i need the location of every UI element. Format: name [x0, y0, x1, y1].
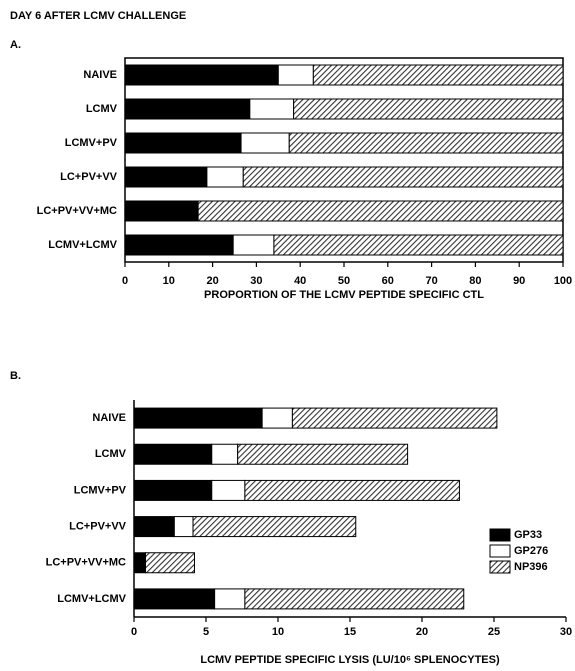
x-tick-label: 90: [513, 275, 525, 287]
x-tick-label: 20: [416, 626, 428, 638]
y-tick-label: LCMV: [95, 448, 127, 460]
x-tick-label: 25: [488, 626, 500, 638]
bar-segment: [273, 234, 564, 256]
legend-label: GP276: [514, 545, 548, 557]
bar-segment: [133, 588, 216, 610]
x-tick-label: 10: [272, 626, 284, 638]
bar-segment: [124, 166, 208, 188]
bar-segment: [173, 516, 194, 538]
x-tick-label: 5: [203, 626, 209, 638]
x-tick-label: 10: [163, 275, 175, 287]
x-tick-label: 20: [206, 275, 218, 287]
bar-segment: [133, 443, 213, 465]
y-tick-label: LC+PV+VV+MC: [37, 205, 117, 217]
bar-segment: [312, 64, 564, 86]
legend-swatch: [489, 544, 511, 558]
bar-segment: [211, 479, 246, 501]
x-axis-label: LCMV PEPTIDE SPECIFIC LYSIS (LU/10⁶ SPLE…: [200, 654, 500, 666]
x-tick-label: 0: [131, 626, 137, 638]
y-tick-label: LC+PV+VV: [69, 520, 127, 532]
bar-segment: [214, 588, 246, 610]
bar-segment: [192, 516, 357, 538]
y-tick-label: LCMV+PV: [65, 137, 118, 149]
plot-frame: [124, 57, 564, 263]
figure-title: DAY 6 AFTER LCMV CHALLENGE: [10, 10, 186, 22]
bar-segment: [124, 132, 242, 154]
bar-segment: [124, 200, 199, 222]
bar-segment: [237, 443, 409, 465]
x-axis-label: PROPORTION OF THE LCMV PEPTIDE SPECIFIC …: [204, 289, 484, 301]
bar-segment: [133, 479, 213, 501]
x-tick-label: 30: [250, 275, 262, 287]
y-tick-label: LCMV+LCMV: [57, 593, 126, 605]
x-tick-label: 60: [382, 275, 394, 287]
y-tick-label: LC+PV+VV+MC: [46, 557, 126, 569]
bar-segment: [277, 64, 314, 86]
legend-swatch: [489, 528, 511, 542]
y-tick-label: LCMV+LCMV: [48, 239, 117, 251]
panel-label: A.: [10, 39, 21, 51]
y-tick-label: LC+PV+VV: [60, 171, 118, 183]
bar-segment: [206, 166, 244, 188]
bar-segment: [249, 98, 295, 120]
legend-label: GP33: [514, 529, 542, 541]
x-tick-label: 15: [344, 626, 356, 638]
bar-segment: [145, 552, 195, 574]
bar-segment: [293, 98, 564, 120]
panel-label: B.: [10, 370, 21, 382]
bar-segment: [244, 479, 460, 501]
bar-segment: [211, 443, 239, 465]
x-tick-label: 30: [560, 626, 572, 638]
bar-segment: [133, 407, 263, 429]
bar-segment: [291, 407, 498, 429]
x-tick-label: 40: [294, 275, 306, 287]
bar-segment: [261, 407, 293, 429]
bar-segment: [242, 166, 564, 188]
y-tick-label: NAIVE: [92, 412, 126, 424]
bar-segment: [124, 64, 279, 86]
bar-segment: [288, 132, 564, 154]
bar-segment: [232, 234, 275, 256]
bar-segment: [133, 552, 147, 574]
x-tick-label: 0: [122, 275, 128, 287]
bar-segment: [124, 98, 251, 120]
y-tick-label: LCMV+PV: [74, 484, 127, 496]
y-tick-label: NAIVE: [83, 69, 117, 81]
x-tick-label: 70: [425, 275, 437, 287]
bar-segment: [244, 588, 465, 610]
bar-segment: [124, 234, 234, 256]
bar-segment: [133, 516, 175, 538]
x-tick-label: 100: [554, 275, 572, 287]
bar-segment: [240, 132, 290, 154]
x-tick-label: 50: [338, 275, 350, 287]
legend-label: NP396: [514, 561, 548, 573]
legend-swatch: [489, 560, 511, 574]
bar-segment: [197, 200, 564, 222]
x-tick-label: 80: [469, 275, 481, 287]
y-tick-label: LCMV: [86, 103, 118, 115]
